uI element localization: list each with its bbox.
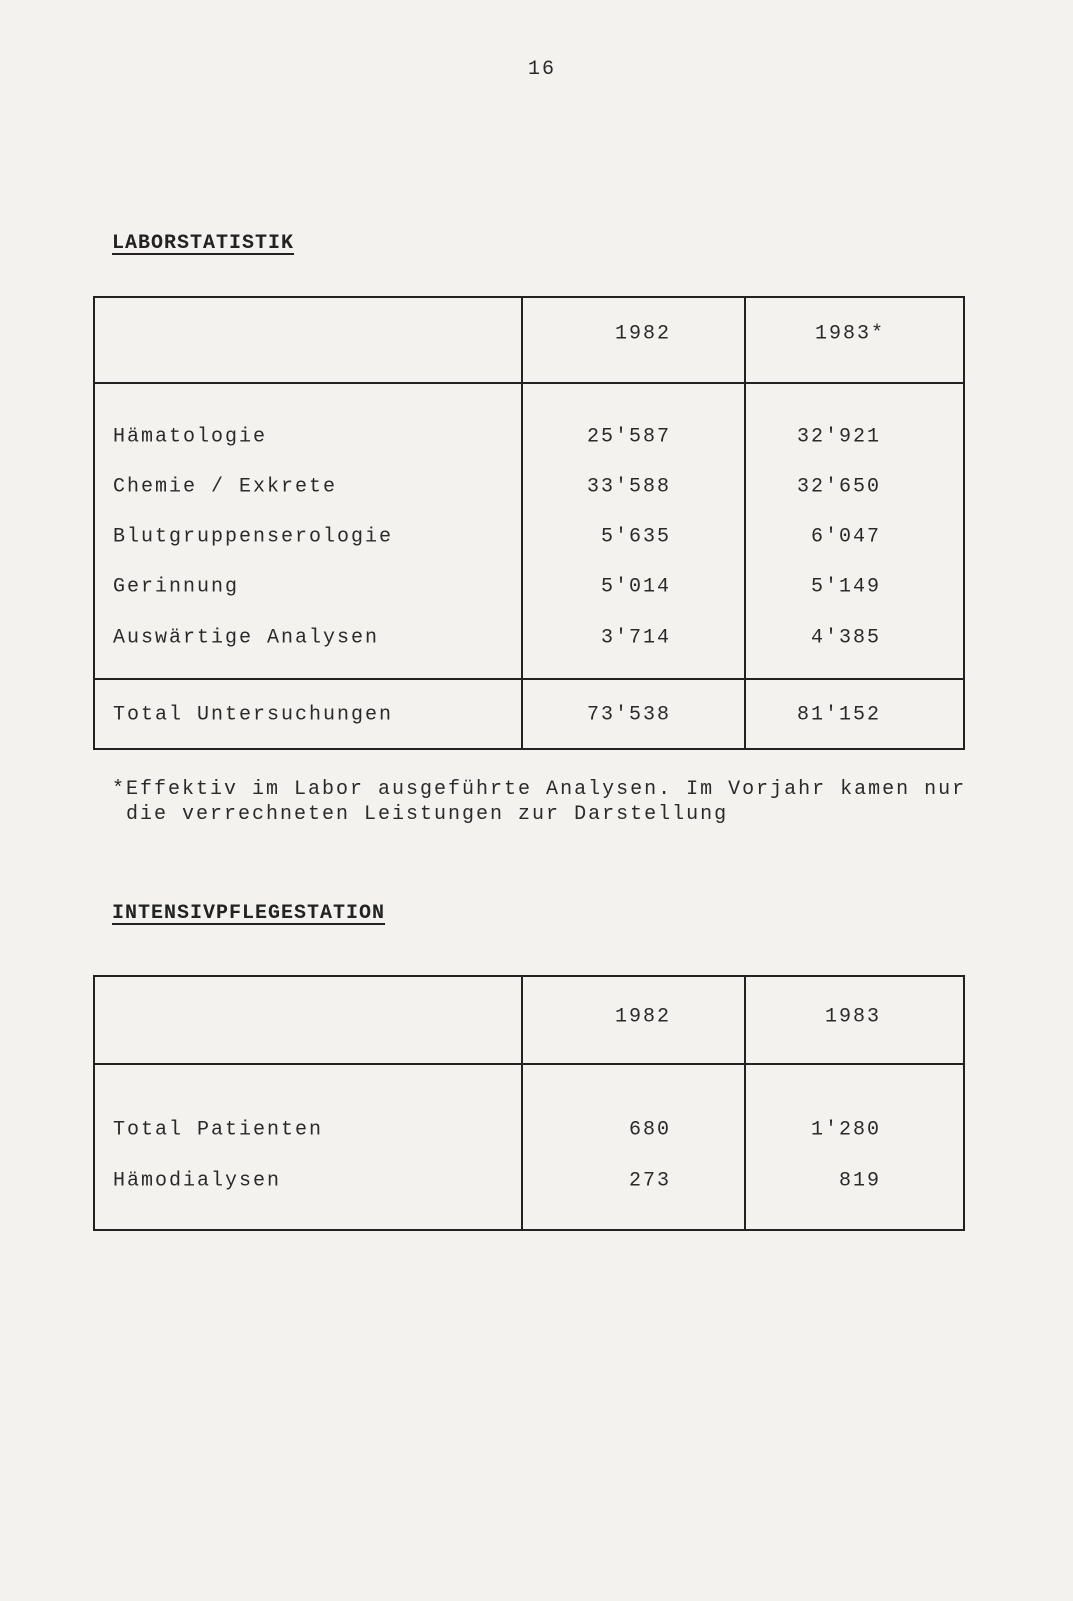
header-1983: 1983* (814, 322, 885, 346)
footnote-line-1: *Effektiv im Labor ausgeführte Analysen.… (112, 778, 967, 801)
row-label: Gerinnung (113, 575, 240, 599)
section-title-intensivpflegestation: INTENSIVPFLEGESTATION (112, 902, 386, 925)
value-1982: 25'587 (586, 425, 671, 449)
column-divider (744, 977, 746, 1229)
value-1983: 32'650 (796, 475, 881, 499)
value-1982: 73'538 (586, 703, 671, 727)
row-label: Blutgruppenserologie (113, 525, 394, 549)
header-1982: 1982 (614, 1005, 671, 1029)
value-1983: 819 (838, 1169, 881, 1193)
header-divider (95, 382, 963, 384)
row-label: Hämatologie (113, 425, 268, 449)
header-1982: 1982 (614, 322, 671, 346)
column-divider (521, 298, 523, 748)
header-divider (95, 1063, 963, 1065)
total-divider (95, 678, 963, 680)
row-label: Hämodialysen (113, 1169, 282, 1193)
footnote-line-2: die verrechneten Leistungen zur Darstell… (126, 803, 729, 826)
value-1982: 3'714 (600, 626, 671, 650)
row-label: Auswärtige Analysen (113, 626, 380, 650)
value-1982: 273 (628, 1169, 671, 1193)
row-label: Chemie / Exkrete (113, 475, 338, 499)
value-1982: 5'014 (600, 575, 671, 599)
column-divider (744, 298, 746, 748)
value-1983: 1'280 (810, 1118, 881, 1142)
labor-table: 1982 1983* Hämatologie 25'587 32'921 Che… (93, 296, 965, 750)
row-label: Total Untersuchungen (113, 703, 394, 727)
page-number: 16 (528, 58, 557, 81)
value-1983: 32'921 (796, 425, 881, 449)
value-1983: 81'152 (796, 703, 881, 727)
row-label: Total Patienten (113, 1118, 324, 1142)
value-1982: 33'588 (586, 475, 671, 499)
value-1982: 5'635 (600, 525, 671, 549)
value-1983: 6'047 (810, 525, 881, 549)
value-1983: 5'149 (810, 575, 881, 599)
header-1983: 1983 (824, 1005, 881, 1029)
value-1983: 4'385 (810, 626, 881, 650)
column-divider (521, 977, 523, 1229)
ips-table: 1982 1983 Total Patienten 680 1'280 Hämo… (93, 975, 965, 1231)
value-1982: 680 (628, 1118, 671, 1142)
section-title-laborstatistik: LABORSTATISTIK (112, 232, 295, 255)
